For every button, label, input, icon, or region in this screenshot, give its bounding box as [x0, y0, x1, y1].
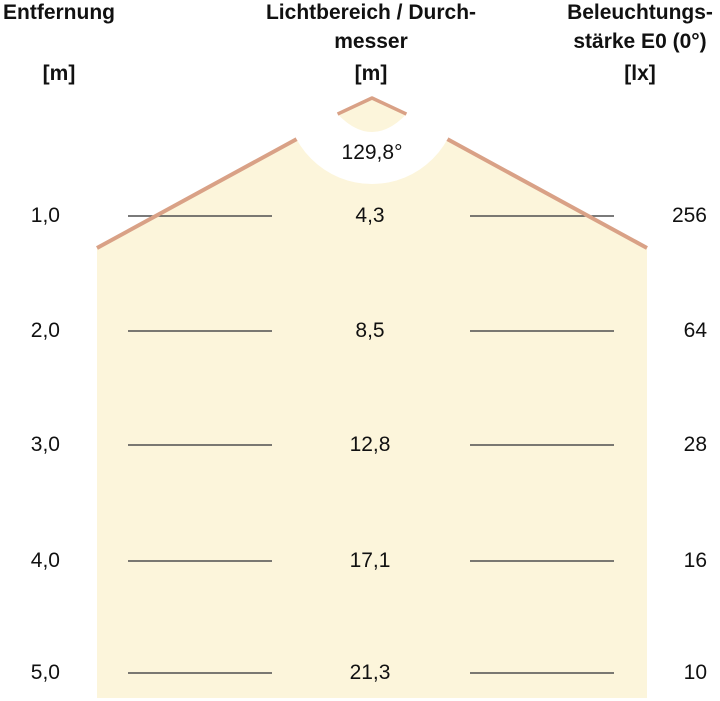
- table-row: 1,0 4,3 256: [0, 204, 720, 228]
- table-row: 4,0 17,1 16: [0, 549, 720, 573]
- diameter-value: 12,8: [349, 433, 391, 456]
- illuminance-value: 28: [683, 433, 707, 456]
- table-row: 5,0 21,3 10: [0, 661, 720, 685]
- diameter-value: 21,3: [349, 661, 391, 684]
- table-row: 2,0 8,5 64: [0, 319, 720, 343]
- distance-value: 3,0: [30, 433, 60, 456]
- light-cone-body: [97, 98, 647, 698]
- distance-value: 1,0: [30, 204, 60, 227]
- header-diameter: Lichtbereich / Durch- messer [m]: [258, 0, 484, 95]
- table-row: 3,0 12,8 28: [0, 433, 720, 457]
- scale-tick-lines: [128, 215, 614, 674]
- illuminance-value: 64: [683, 319, 707, 342]
- distance-value: 4,0: [30, 549, 60, 572]
- distance-value: 5,0: [30, 661, 60, 684]
- header-distance-unit: [m]: [42, 62, 76, 85]
- header-distance-title: Entfernung: [3, 1, 115, 24]
- diameter-value: 8,5: [355, 319, 385, 342]
- header-diameter-unit: [m]: [354, 62, 388, 85]
- beam-angle-label: 129,8°: [341, 141, 403, 164]
- header-distance: Entfernung [m]: [0, 0, 118, 95]
- header-diameter-title-line1: Lichtbereich / Durch-: [265, 1, 477, 24]
- diameter-value: 4,3: [355, 204, 385, 227]
- illuminance-value: 10: [683, 661, 707, 684]
- beam-source-edges: [336, 96, 408, 116]
- illuminance-value: 16: [683, 549, 707, 572]
- header-illuminance-title-line2: stärke E0 (0°): [573, 30, 707, 53]
- header-illuminance: Beleuchtungs- stärke E0 (0°) [lx]: [528, 0, 720, 95]
- header-diameter-title-line2: messer: [334, 30, 408, 53]
- header-illuminance-unit: [lx]: [624, 62, 656, 85]
- illuminance-value: 256: [671, 204, 707, 227]
- header-illuminance-title-line1: Beleuchtungs-: [567, 1, 713, 24]
- diameter-value: 17,1: [349, 549, 391, 572]
- distance-value: 2,0: [30, 319, 60, 342]
